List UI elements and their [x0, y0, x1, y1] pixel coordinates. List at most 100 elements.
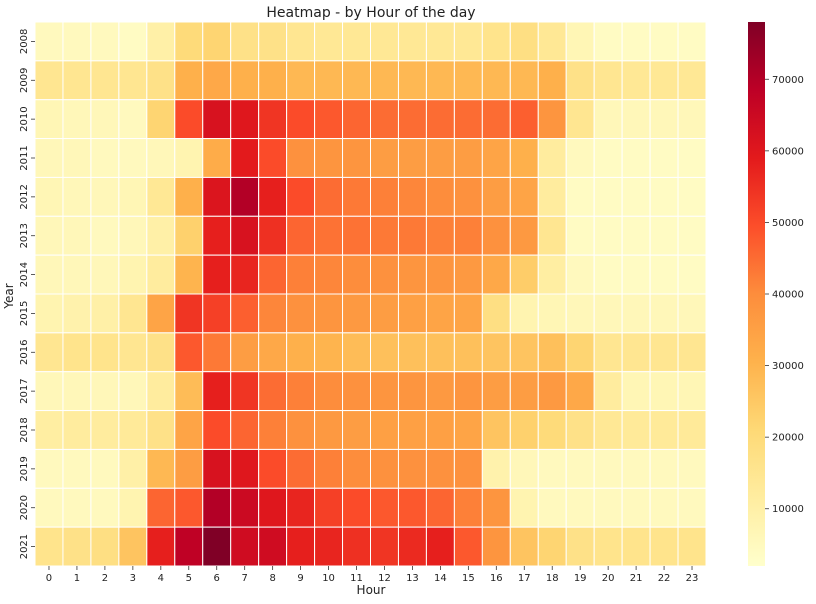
heatmap-cell — [593, 332, 623, 373]
heatmap-cell — [397, 410, 427, 450]
heatmap-cell — [565, 60, 595, 101]
heatmap-cell — [258, 293, 288, 334]
heatmap-cell — [370, 138, 399, 178]
heatmap-cell — [62, 21, 92, 62]
heatmap-cell — [481, 526, 511, 567]
heatmap-cell — [425, 254, 455, 295]
y-axis-ticks: 2008 2009 2010 2011 2012 2013 2014 2015 2016 2017… — [19, 29, 35, 559]
heatmap-cell — [565, 371, 595, 412]
heatmap-cell — [314, 293, 344, 334]
heatmap-cell — [509, 99, 539, 140]
heatmap-cell — [202, 254, 232, 295]
heatmap-cell — [258, 21, 288, 62]
heatmap-cell — [342, 371, 371, 412]
y-tick-label: 2013 — [19, 223, 30, 248]
heatmap-cell — [565, 176, 595, 217]
heatmap-cell — [481, 138, 511, 178]
heatmap-cell — [397, 487, 427, 528]
heatmap-cell — [621, 138, 651, 178]
heatmap-cell — [342, 215, 371, 256]
colorbar-tick-label: 40000 — [772, 290, 804, 301]
heatmap-cell — [453, 60, 483, 101]
heatmap-cell — [453, 215, 483, 256]
heatmap-cell — [202, 410, 232, 450]
heatmap-cell — [174, 371, 204, 412]
heatmap-cell — [370, 21, 399, 62]
heatmap-cell — [286, 293, 316, 334]
heatmap-cell — [621, 487, 651, 528]
heatmap-cell — [677, 138, 707, 178]
heatmap-cell — [258, 138, 288, 178]
heatmap-cell — [314, 254, 344, 295]
heatmap-cell — [537, 138, 567, 178]
x-tick-label: 23 — [686, 573, 699, 584]
heatmap-cell — [202, 526, 232, 567]
heatmap-cell — [677, 60, 707, 101]
heatmap-cell — [342, 99, 371, 140]
heatmap-cell — [370, 448, 399, 489]
heatmap-cell — [342, 448, 371, 489]
heatmap-cell — [90, 371, 120, 412]
heatmap-cell — [453, 371, 483, 412]
heatmap-cell — [565, 448, 595, 489]
heatmap-cell — [34, 526, 64, 567]
heatmap-cell — [537, 332, 567, 373]
heatmap-cell — [314, 410, 344, 450]
heatmap-cell — [230, 371, 260, 412]
heatmap-cell — [62, 448, 92, 489]
heatmap-cell — [425, 332, 455, 373]
heatmap-cell — [258, 332, 288, 373]
heatmap-cell — [202, 215, 232, 256]
heatmap-cell — [537, 215, 567, 256]
heatmap-cell — [621, 215, 651, 256]
heatmap-cell — [509, 448, 539, 489]
heatmap-cell — [453, 487, 483, 528]
heatmap-cell — [146, 526, 176, 567]
heatmap-cell — [509, 21, 539, 62]
heatmap-cell — [649, 293, 679, 334]
heatmap-cell — [649, 371, 679, 412]
heatmap-cell — [593, 138, 623, 178]
heatmap-cell — [174, 215, 204, 256]
heatmap-cell — [342, 410, 371, 450]
heatmap-cell — [397, 293, 427, 334]
heatmap-cell — [90, 176, 120, 217]
heatmap-cell — [453, 138, 483, 178]
heatmap-cell — [34, 332, 64, 373]
heatmap-cell — [230, 21, 260, 62]
heatmap-cell — [34, 293, 64, 334]
heatmap-cell — [230, 138, 260, 178]
heatmap-cell — [62, 99, 92, 140]
heatmap-cell — [593, 371, 623, 412]
heatmap-cell — [202, 487, 232, 528]
heatmap-cell — [621, 254, 651, 295]
heatmap-cell — [677, 99, 707, 140]
heatmap-cell — [230, 410, 260, 450]
heatmap-cell — [509, 176, 539, 217]
heatmap-cell — [453, 99, 483, 140]
heatmap-cell — [90, 21, 120, 62]
heatmap-cell — [342, 21, 371, 62]
heatmap-cell — [230, 332, 260, 373]
heatmap-cell — [34, 60, 64, 101]
heatmap-cell — [537, 293, 567, 334]
heatmap-cell — [593, 410, 623, 450]
colorbar-tick-label: 70000 — [772, 75, 804, 86]
heatmap-cell — [677, 293, 707, 334]
heatmap-cell — [621, 410, 651, 450]
heatmap-cell — [677, 487, 707, 528]
heatmap-cell — [314, 215, 344, 256]
heatmap-cell — [481, 371, 511, 412]
y-tick-label: 2020 — [19, 495, 30, 520]
heatmap-cell — [565, 138, 595, 178]
heatmap-cell — [537, 176, 567, 217]
heatmap-cell — [481, 410, 511, 450]
heatmap-cell — [342, 254, 371, 295]
heatmap-cell — [370, 487, 399, 528]
heatmap-cells — [34, 21, 707, 567]
heatmap-cell — [621, 293, 651, 334]
heatmap-cell — [118, 332, 148, 373]
heatmap-cell — [425, 448, 455, 489]
heatmap-cell — [565, 254, 595, 295]
heatmap-cell — [146, 99, 176, 140]
